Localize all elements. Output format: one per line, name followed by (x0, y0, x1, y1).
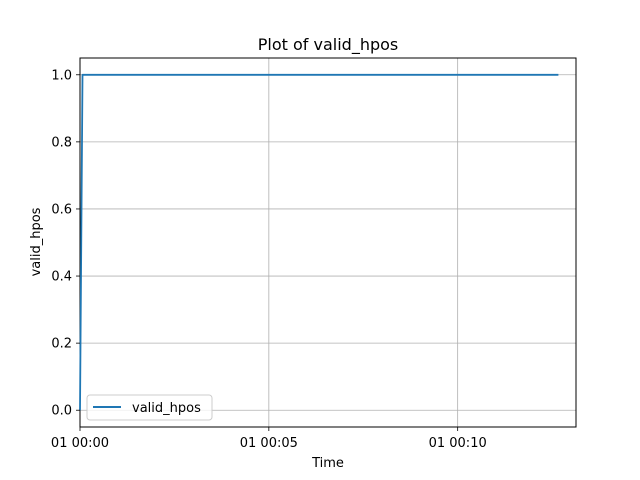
y-tick-label: 1.0 (51, 68, 72, 83)
x-tick-label: 01 00:10 (429, 436, 487, 451)
legend-label: valid_hpos (132, 401, 201, 416)
y-tick-label: 0.0 (51, 404, 72, 419)
y-axis-label: valid_hpos (29, 207, 44, 276)
series-layer (79, 73, 559, 411)
chart-title: Plot of valid_hpos (258, 35, 399, 55)
legend: valid_hpos (86, 394, 213, 421)
x-axis-ticks: 01 00:00 01 00:05 01 00:10 (51, 427, 487, 451)
y-tick-label: 0.2 (51, 337, 72, 352)
x-tick-label: 01 00:05 (240, 436, 298, 451)
y-axis-ticks: 0.0 0.2 0.4 0.6 0.8 1.0 (51, 68, 80, 419)
y-tick-label: 0.8 (51, 135, 72, 150)
plot-area-frame (79, 57, 577, 428)
x-tick-label: 01 00:00 (51, 436, 109, 451)
y-tick-label: 0.6 (51, 202, 72, 217)
legend-box (86, 394, 213, 421)
x-axis-label: Time (311, 456, 344, 471)
series-line-valid_hpos (79, 73, 559, 411)
y-tick-label: 0.4 (51, 270, 72, 285)
